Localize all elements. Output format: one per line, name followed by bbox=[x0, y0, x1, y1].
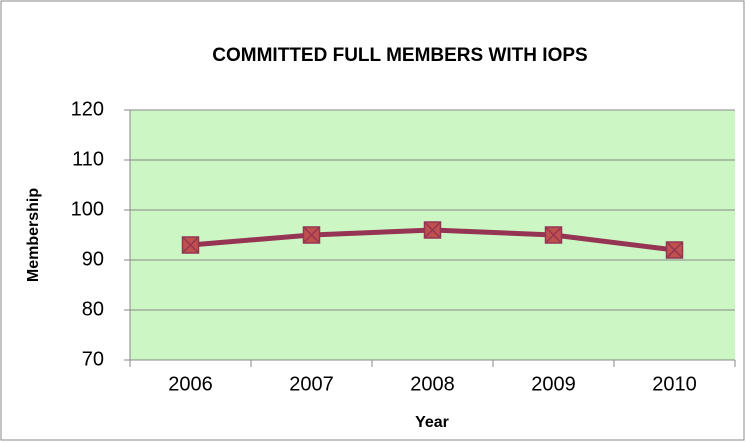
y-axis-label: Membership bbox=[25, 188, 42, 282]
x-tick-label: 2010 bbox=[652, 373, 697, 395]
y-tick-label: 90 bbox=[82, 248, 104, 270]
y-tick-label: 80 bbox=[82, 298, 104, 320]
marker-cross bbox=[665, 241, 684, 259]
y-tick-label: 110 bbox=[72, 148, 104, 170]
x-tick-label: 2008 bbox=[410, 373, 455, 395]
x-tick-label: 2009 bbox=[531, 373, 576, 395]
y-tick-label: 70 bbox=[82, 348, 104, 370]
marker-cross bbox=[181, 236, 200, 254]
x-tick-label: 2006 bbox=[168, 373, 213, 395]
y-tick-label: 120 bbox=[71, 98, 104, 120]
marker-cross bbox=[423, 221, 442, 239]
x-tick-label: 2007 bbox=[289, 373, 334, 395]
marker-cross bbox=[302, 226, 321, 244]
chart-title: COMMITTED FULL MEMBERS WITH IOPS bbox=[212, 45, 587, 66]
y-tick-label: 100 bbox=[71, 198, 104, 220]
x-axis-label: Year bbox=[415, 414, 449, 431]
marker-cross bbox=[544, 226, 563, 244]
